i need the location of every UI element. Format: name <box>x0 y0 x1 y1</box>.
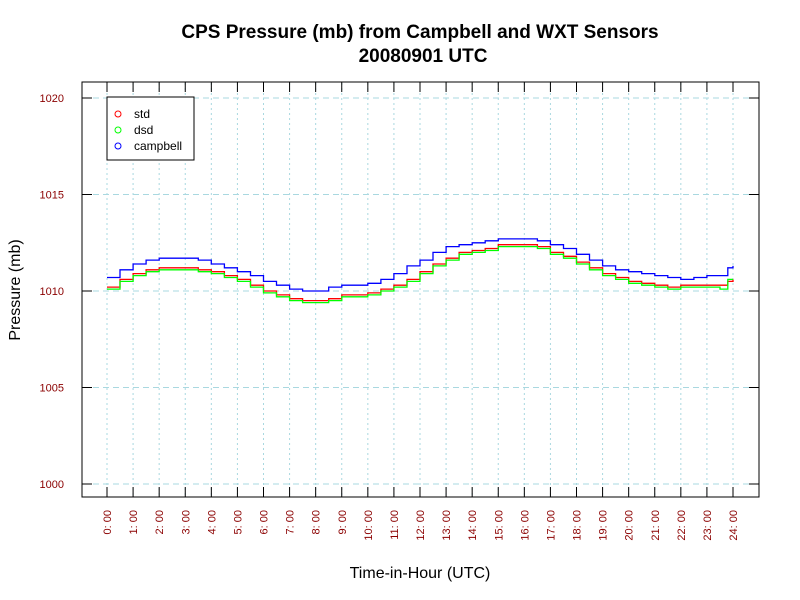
axis-ticks <box>82 82 759 497</box>
legend-marker-dsd <box>114 126 122 134</box>
y-tick-label: 1015 <box>40 190 64 202</box>
y-tick-label: 1010 <box>40 286 64 298</box>
x-tick-label: 18: 00 <box>572 510 584 541</box>
x-tick-label: 8: 00 <box>311 510 323 534</box>
x-tick-label: 2: 00 <box>154 510 166 534</box>
x-tick-label: 13: 00 <box>441 510 453 541</box>
x-tick-label: 7: 00 <box>285 510 297 534</box>
x-tick-label: 1: 00 <box>128 510 140 534</box>
x-tick-label: 0: 00 <box>102 510 114 534</box>
y-tick-label: 1000 <box>40 479 64 491</box>
legend-marker-std <box>114 110 122 118</box>
x-tick-label: 21: 00 <box>650 510 662 541</box>
series-line-dsd <box>107 245 733 304</box>
x-tick-label: 6: 00 <box>259 510 271 534</box>
series-line-std <box>107 244 734 302</box>
chart-subtitle: 20080901 UTC <box>359 46 488 67</box>
legend: std dsd campbell <box>106 96 195 161</box>
x-tick-label: 11: 00 <box>389 510 401 540</box>
x-tick-label: 22: 00 <box>676 510 688 541</box>
y-tick-label: 1005 <box>40 383 64 395</box>
series-lines <box>107 238 734 304</box>
legend-label-campbell: campbell <box>134 139 182 153</box>
series-line-campbell <box>107 238 734 292</box>
x-tick-label: 24: 00 <box>728 510 740 541</box>
legend-label-std: std <box>134 107 150 121</box>
x-tick-label: 20: 00 <box>624 510 636 541</box>
x-tick-label: 12: 00 <box>415 510 427 541</box>
y-axis-label: Pressure (mb) <box>7 239 24 340</box>
legend-label-dsd: dsd <box>134 123 153 137</box>
x-tick-label: 19: 00 <box>598 510 610 541</box>
legend-box <box>106 96 195 161</box>
x-tick-label: 10: 00 <box>363 510 375 541</box>
x-tick-label: 17: 00 <box>545 510 557 541</box>
x-tick-label: 23: 00 <box>702 510 714 541</box>
x-tick-label: 4: 00 <box>206 510 218 534</box>
y-tick-label: 1020 <box>40 93 64 105</box>
x-tick-label: 5: 00 <box>232 510 244 534</box>
x-tick-label: 3: 00 <box>180 510 192 534</box>
legend-marker-campbell <box>114 142 122 150</box>
x-tick-label: 14: 00 <box>467 510 479 541</box>
x-tick-label: 15: 00 <box>493 510 505 541</box>
chart-title: CPS Pressure (mb) from Campbell and WXT … <box>181 22 658 43</box>
x-axis-label: Time-in-Hour (UTC) <box>350 565 491 582</box>
x-tick-label: 9: 00 <box>337 510 349 534</box>
x-tick-label: 16: 00 <box>519 510 531 541</box>
